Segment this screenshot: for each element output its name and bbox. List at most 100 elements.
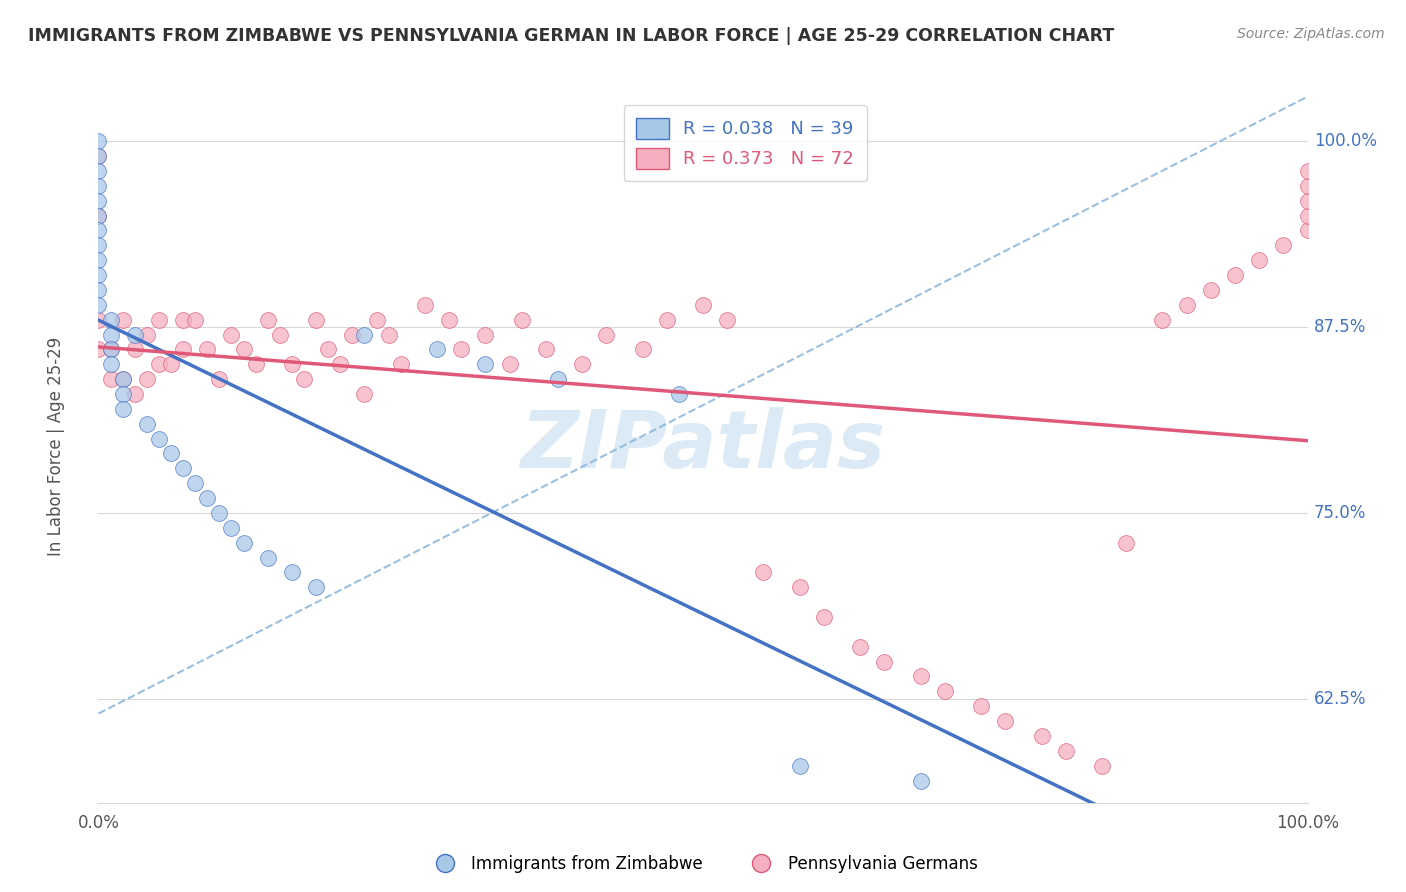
- Point: [789, 580, 811, 594]
- Point: [1296, 178, 1319, 193]
- Point: [668, 387, 690, 401]
- Point: [195, 491, 218, 505]
- Point: [100, 343, 122, 357]
- Point: [87, 283, 110, 297]
- Point: [172, 343, 194, 357]
- Point: [474, 357, 496, 371]
- Text: In Labor Force | Age 25-29: In Labor Force | Age 25-29: [46, 336, 65, 556]
- Point: [426, 343, 449, 357]
- Point: [100, 372, 122, 386]
- Point: [135, 417, 157, 431]
- Point: [124, 327, 146, 342]
- Point: [148, 432, 170, 446]
- Point: [305, 580, 328, 594]
- Point: [135, 372, 157, 386]
- Point: [389, 357, 412, 371]
- Point: [353, 327, 375, 342]
- Point: [342, 327, 364, 342]
- Point: [87, 178, 110, 193]
- Point: [849, 640, 872, 654]
- Point: [547, 372, 569, 386]
- Point: [87, 312, 110, 326]
- Point: [873, 655, 896, 669]
- Point: [160, 357, 183, 371]
- Point: [87, 298, 110, 312]
- Point: [716, 312, 738, 326]
- Text: IMMIGRANTS FROM ZIMBABWE VS PENNSYLVANIA GERMAN IN LABOR FORCE | AGE 25-29 CORRE: IMMIGRANTS FROM ZIMBABWE VS PENNSYLVANIA…: [28, 27, 1115, 45]
- Point: [595, 327, 617, 342]
- Point: [111, 312, 134, 326]
- Point: [353, 387, 375, 401]
- Point: [510, 312, 533, 326]
- Text: ZIPatlas: ZIPatlas: [520, 407, 886, 485]
- Point: [1152, 312, 1174, 326]
- Point: [111, 401, 134, 416]
- Point: [87, 253, 110, 268]
- Point: [111, 387, 134, 401]
- Point: [934, 684, 956, 698]
- Point: [329, 357, 352, 371]
- Point: [789, 758, 811, 772]
- Point: [221, 521, 243, 535]
- Point: [413, 298, 436, 312]
- Point: [994, 714, 1017, 728]
- Point: [305, 312, 328, 326]
- Legend: Immigrants from Zimbabwe, Pennsylvania Germans: Immigrants from Zimbabwe, Pennsylvania G…: [422, 848, 984, 880]
- Point: [100, 327, 122, 342]
- Point: [87, 209, 110, 223]
- Text: Source: ZipAtlas.com: Source: ZipAtlas.com: [1237, 27, 1385, 41]
- Point: [377, 327, 399, 342]
- Point: [692, 298, 714, 312]
- Point: [281, 566, 304, 580]
- Point: [172, 312, 194, 326]
- Point: [1054, 744, 1077, 758]
- Point: [87, 194, 110, 208]
- Point: [813, 610, 835, 624]
- Point: [208, 506, 231, 520]
- Point: [1175, 298, 1198, 312]
- Point: [534, 343, 557, 357]
- Point: [1031, 729, 1053, 743]
- Point: [232, 535, 254, 549]
- Point: [232, 343, 254, 357]
- Point: [87, 343, 110, 357]
- Point: [910, 773, 932, 788]
- Point: [269, 327, 291, 342]
- Point: [208, 372, 231, 386]
- Point: [1296, 194, 1319, 208]
- Point: [292, 372, 315, 386]
- Point: [474, 327, 496, 342]
- Point: [1272, 238, 1295, 252]
- Point: [87, 149, 110, 163]
- Point: [124, 343, 146, 357]
- Point: [87, 134, 110, 148]
- Point: [87, 149, 110, 163]
- Point: [366, 312, 388, 326]
- Point: [245, 357, 267, 371]
- Point: [100, 357, 122, 371]
- Point: [87, 268, 110, 282]
- Legend: R = 0.038   N = 39, R = 0.373   N = 72: R = 0.038 N = 39, R = 0.373 N = 72: [624, 105, 868, 181]
- Point: [1296, 209, 1319, 223]
- Point: [281, 357, 304, 371]
- Point: [124, 387, 146, 401]
- Point: [221, 327, 243, 342]
- Point: [195, 343, 218, 357]
- Point: [160, 446, 183, 460]
- Point: [450, 343, 472, 357]
- Point: [970, 699, 993, 714]
- Point: [256, 312, 278, 326]
- Point: [910, 669, 932, 683]
- Text: 75.0%: 75.0%: [1313, 504, 1367, 522]
- Text: 100.0%: 100.0%: [1313, 132, 1376, 150]
- Point: [1296, 164, 1319, 178]
- Point: [498, 357, 520, 371]
- Point: [135, 327, 157, 342]
- Point: [1199, 283, 1222, 297]
- Point: [1091, 758, 1114, 772]
- Point: [87, 164, 110, 178]
- Point: [184, 312, 207, 326]
- Text: 87.5%: 87.5%: [1313, 318, 1367, 336]
- Point: [316, 343, 339, 357]
- Point: [100, 312, 122, 326]
